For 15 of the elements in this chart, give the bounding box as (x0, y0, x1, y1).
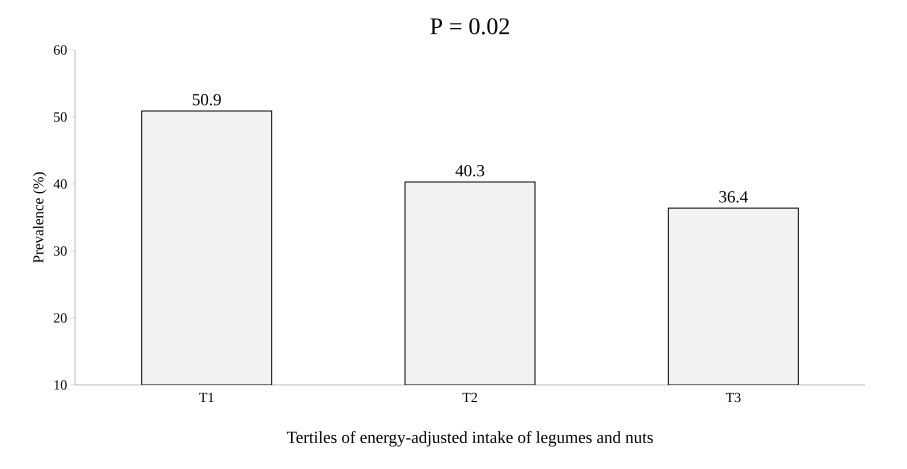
y-tick-label: 30 (54, 246, 67, 256)
y-tick-label: 40 (54, 179, 67, 189)
y-axis-title: Prevalence (%) (32, 172, 46, 263)
y-tick-label: 10 (54, 380, 67, 390)
y-tick-label: 20 (54, 313, 67, 323)
data-label: 36.4 (719, 191, 748, 203)
y-tick-label: 60 (54, 45, 67, 55)
x-tick-label: T1 (199, 392, 214, 402)
data-label: 40.3 (456, 164, 484, 176)
x-tick-label: T3 (726, 392, 741, 402)
data-label: 50.9 (192, 94, 221, 106)
chart-title: P = 0.02 (430, 18, 509, 34)
x-tick-label: T2 (462, 392, 477, 402)
x-axis-title: Tertiles of energy-adjusted intake of legumes and nuts (286, 430, 653, 447)
y-tick-label: 50 (54, 112, 67, 122)
